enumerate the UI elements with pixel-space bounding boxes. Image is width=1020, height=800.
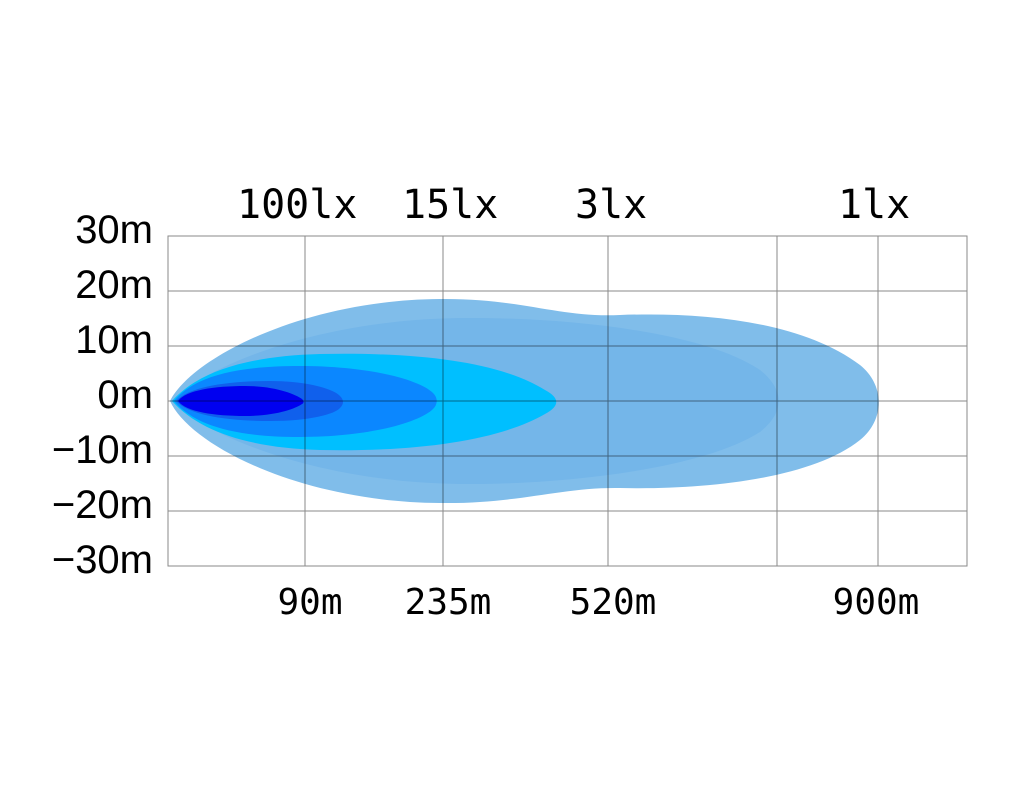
y-tick-label: 20m xyxy=(75,263,153,307)
y-tick-label: −10m xyxy=(52,428,153,472)
y-tick-label: 0m xyxy=(97,373,153,417)
x-axis-ticks: 90m 235m 520m 900m xyxy=(277,582,919,623)
zone-100lx xyxy=(178,386,304,416)
lux-label-100lx: 100lx xyxy=(237,182,357,228)
y-tick-label: 30m xyxy=(75,208,153,252)
x-tick-label-520m: 520m xyxy=(570,582,657,623)
x-tick-label-900m: 900m xyxy=(833,582,920,623)
beam-zones xyxy=(170,298,879,504)
y-tick-label: −20m xyxy=(52,483,153,527)
lux-label-3lx: 3lx xyxy=(575,182,647,228)
x-tick-label-235m: 235m xyxy=(405,582,492,623)
lux-labels: 100lx 15lx 3lx 1lx xyxy=(237,182,910,228)
y-tick-label: −30m xyxy=(52,538,153,582)
lux-label-15lx: 15lx xyxy=(402,182,498,228)
y-axis-ticks: 30m 20m 10m 0m −10m −20m −30m xyxy=(52,208,153,582)
y-tick-label: 10m xyxy=(75,318,153,362)
x-tick-label-90m: 90m xyxy=(277,582,342,623)
lux-label-1lx: 1lx xyxy=(838,182,910,228)
